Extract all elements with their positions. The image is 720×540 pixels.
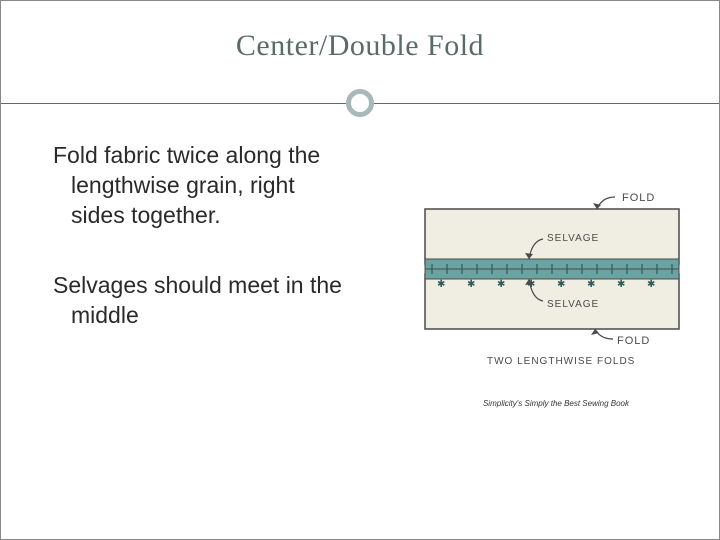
svg-text:✱: ✱ xyxy=(437,279,445,290)
svg-text:✱: ✱ xyxy=(557,279,565,290)
fold-diagram: ✱✱✱ ✱✱✱ ✱✱ FOLD FOLD SELVAGE SELVAGE TWO… xyxy=(417,179,687,369)
fold-bottom-label: FOLD xyxy=(617,335,650,347)
paragraph-1: Fold fabric twice along the lengthwise g… xyxy=(53,141,383,231)
circle-marker-icon xyxy=(346,89,374,117)
slide: Center/Double Fold Fold fabric twice alo… xyxy=(0,0,720,540)
p1-line2: lengthwise grain, right xyxy=(53,171,383,201)
svg-text:✱: ✱ xyxy=(617,279,625,290)
svg-text:✱: ✱ xyxy=(587,279,595,290)
selvage-top-label: SELVAGE xyxy=(547,233,599,244)
fold-diagram-svg: ✱✱✱ ✱✱✱ ✱✱ FOLD FOLD SELVAGE SELVAGE TWO… xyxy=(417,179,687,369)
svg-text:✱: ✱ xyxy=(467,279,475,290)
figure-caption: TWO LENGTHWISE FOLDS xyxy=(487,356,635,367)
p1-line1: Fold fabric twice along the xyxy=(53,142,320,168)
citation-text: Simplicity's Simply the Best Sewing Book xyxy=(483,399,629,408)
fold-top-label: FOLD xyxy=(622,192,655,204)
svg-text:✱: ✱ xyxy=(647,279,655,290)
selvage-bottom-label: SELVAGE xyxy=(547,299,599,310)
page-title: Center/Double Fold xyxy=(1,29,719,63)
p2-line2: middle xyxy=(53,301,383,331)
p1-line3: sides together. xyxy=(53,201,383,231)
svg-text:✱: ✱ xyxy=(497,279,505,290)
p2-line1: Selvages should meet in the xyxy=(53,272,342,298)
paragraph-2: Selvages should meet in the middle xyxy=(53,271,383,331)
